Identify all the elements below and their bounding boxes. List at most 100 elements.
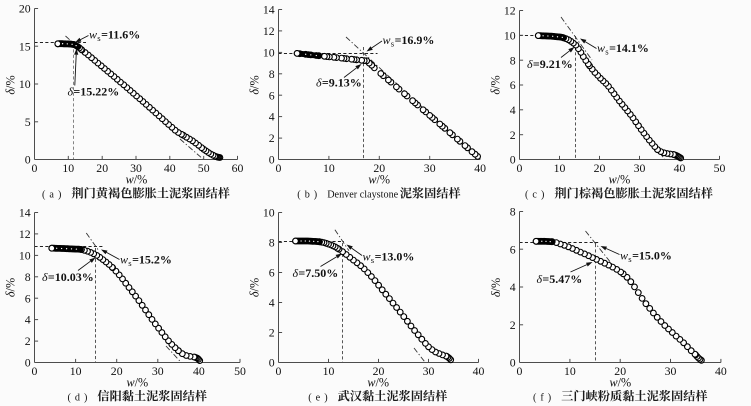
svg-text:δ/%: δ/%	[247, 278, 261, 297]
svg-text:c: c	[532, 190, 537, 201]
svg-text:0: 0	[25, 153, 31, 167]
svg-text:10: 10	[504, 28, 516, 42]
svg-text:0: 0	[32, 364, 38, 378]
svg-text:15: 15	[19, 39, 31, 53]
svg-text:δ: δ	[527, 57, 533, 71]
svg-text:6: 6	[25, 291, 31, 305]
svg-text:(: (	[533, 392, 537, 403]
svg-text:(: (	[68, 392, 72, 403]
svg-text:w/%: w/%	[368, 173, 390, 187]
svg-text:δ: δ	[42, 270, 48, 284]
svg-text:8: 8	[269, 67, 275, 81]
svg-text:10: 10	[263, 206, 275, 220]
svg-text:40: 40	[474, 161, 486, 175]
svg-text:4: 4	[510, 280, 516, 294]
svg-text:s: s	[391, 38, 395, 48]
svg-text:w: w	[89, 28, 97, 42]
svg-text:=15.2%: =15.2%	[132, 253, 172, 267]
svg-text:12: 12	[504, 4, 516, 18]
svg-text:50: 50	[234, 364, 246, 378]
svg-text:=15.22%: =15.22%	[73, 85, 119, 99]
svg-text:10: 10	[554, 161, 566, 175]
svg-text:2: 2	[269, 326, 275, 340]
svg-text:δ/%: δ/%	[488, 75, 502, 94]
svg-text:2: 2	[25, 334, 31, 348]
svg-text:δ: δ	[68, 85, 74, 99]
svg-text:10: 10	[263, 46, 275, 60]
svg-text:w/%: w/%	[367, 376, 389, 390]
svg-text:=9.13%: =9.13%	[322, 76, 362, 90]
svg-text:6: 6	[269, 266, 275, 280]
svg-text:w: w	[597, 41, 605, 55]
svg-text:0: 0	[510, 356, 516, 370]
svg-text:10: 10	[19, 249, 31, 263]
svg-text:): )	[58, 190, 61, 201]
svg-text:(: (	[525, 190, 529, 201]
svg-text:60: 60	[232, 161, 244, 175]
svg-text:δ: δ	[537, 272, 543, 286]
svg-text:10: 10	[323, 161, 335, 175]
svg-text:12: 12	[19, 227, 31, 241]
svg-text:d: d	[75, 392, 80, 403]
svg-text:(: (	[297, 190, 301, 201]
svg-text:10: 10	[62, 161, 74, 175]
svg-text:30: 30	[152, 364, 164, 378]
svg-text:=11.6%: =11.6%	[101, 28, 140, 42]
svg-text:40: 40	[164, 161, 176, 175]
svg-text:s: s	[628, 254, 632, 264]
svg-text:30: 30	[424, 161, 436, 175]
svg-text:s: s	[605, 46, 609, 56]
svg-text:14: 14	[19, 206, 31, 220]
svg-text:): )	[84, 392, 87, 403]
svg-text:s: s	[371, 255, 375, 265]
svg-text:): )	[314, 190, 317, 201]
svg-text:=5.47%: =5.47%	[542, 272, 582, 286]
svg-text:w: w	[620, 249, 628, 263]
svg-text:50: 50	[198, 161, 210, 175]
svg-text:δ: δ	[293, 266, 299, 280]
svg-text:=15.0%: =15.0%	[632, 249, 672, 263]
svg-text:w: w	[363, 250, 371, 264]
svg-text:0: 0	[32, 161, 38, 175]
svg-text:20: 20	[111, 364, 123, 378]
svg-text:w/%: w/%	[609, 173, 631, 187]
svg-text:s: s	[97, 33, 101, 43]
svg-text:): )	[324, 392, 327, 403]
svg-text:20: 20	[614, 364, 626, 378]
svg-text:8: 8	[25, 270, 31, 284]
svg-text:w/%: w/%	[609, 376, 631, 390]
svg-text:10: 10	[564, 364, 576, 378]
svg-text:0: 0	[276, 161, 282, 175]
svg-text:20: 20	[373, 364, 385, 378]
svg-text:0: 0	[517, 364, 523, 378]
svg-text:20: 20	[96, 161, 108, 175]
svg-text:5: 5	[25, 115, 31, 129]
svg-text:δ/%: δ/%	[3, 278, 17, 297]
svg-text:b: b	[305, 190, 310, 201]
svg-text:w/%: w/%	[126, 173, 148, 187]
svg-text:40: 40	[715, 364, 727, 378]
svg-text:δ: δ	[316, 76, 322, 90]
svg-text:0: 0	[517, 161, 523, 175]
svg-text:=9.21%: =9.21%	[533, 57, 573, 71]
svg-text:δ/%: δ/%	[489, 278, 503, 297]
svg-text:0: 0	[25, 356, 31, 370]
svg-text:40: 40	[674, 161, 686, 175]
svg-text:δ/%: δ/%	[3, 75, 17, 94]
svg-text:=13.0%: =13.0%	[375, 250, 415, 264]
svg-text:0: 0	[510, 153, 516, 167]
svg-text:10: 10	[19, 77, 31, 91]
svg-text:(: (	[42, 190, 46, 201]
svg-text:10: 10	[70, 364, 82, 378]
svg-text:40: 40	[193, 364, 205, 378]
svg-text:w/%: w/%	[126, 376, 148, 390]
svg-text:8: 8	[269, 236, 275, 250]
svg-text:f: f	[540, 392, 544, 403]
svg-text:4: 4	[25, 313, 31, 327]
svg-text:Denver claystone: Denver claystone	[327, 190, 398, 201]
svg-text:=14.1%: =14.1%	[609, 41, 649, 55]
svg-text:4: 4	[269, 110, 275, 124]
svg-text:4: 4	[510, 103, 516, 117]
svg-text:0: 0	[276, 364, 282, 378]
svg-text:e: e	[316, 392, 321, 403]
